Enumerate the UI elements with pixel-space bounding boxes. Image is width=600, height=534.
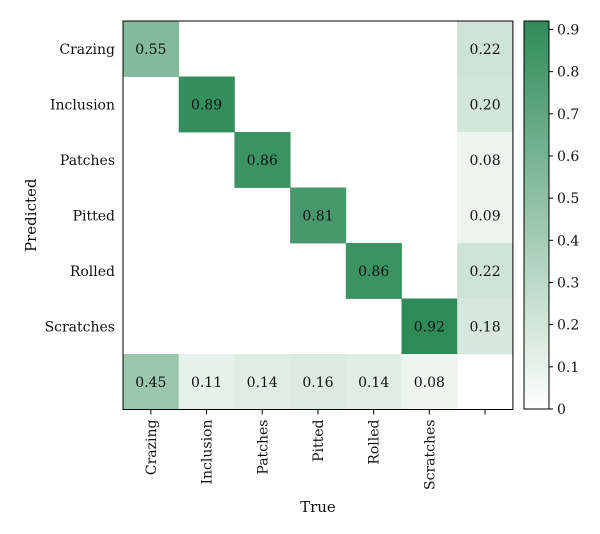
x-tick-label: Inclusion — [200, 420, 216, 485]
y-tick-label: Scratches — [45, 319, 115, 335]
heatmap-cell — [457, 21, 514, 77]
cell-value-label: 0.09 — [469, 208, 500, 224]
cell-value-label: 0.89 — [191, 97, 222, 113]
heatmap-cell — [457, 243, 514, 299]
y-tick-label: Patches — [60, 153, 115, 169]
cell-value-label: 0.20 — [469, 97, 500, 113]
colorbar-tick-label: 0.6 — [557, 149, 579, 165]
heatmap-cell — [401, 298, 458, 355]
x-axis-title: True — [300, 498, 336, 516]
heatmap-cell — [178, 354, 235, 410]
heatmap-cell — [290, 354, 347, 410]
y-tick-label: Pitted — [73, 208, 115, 224]
colorbar-tick-label: 0.7 — [557, 107, 579, 123]
colorbar — [523, 20, 550, 410]
cell-value-label: 0.86 — [358, 264, 389, 280]
cell-value-label: 0.16 — [302, 375, 333, 391]
cell-value-label: 0.45 — [135, 375, 166, 391]
cell-value-label: 0.81 — [302, 208, 333, 224]
y-tick-labels: Crazing Inclusion Patches Pitted Rolled Scrat… — [45, 42, 115, 336]
cell-value-label: 0.22 — [469, 264, 500, 280]
cell-value-label: 0.08 — [469, 153, 500, 169]
x-tick-label: Patches — [255, 420, 271, 475]
cell-value-label: 0.18 — [469, 319, 500, 335]
y-tick-label: Rolled — [70, 264, 115, 280]
cell-value-label: 0.86 — [247, 153, 278, 169]
cell-value-label: 0.22 — [469, 42, 500, 58]
colorbar-tick-label: 0.2 — [557, 318, 579, 334]
x-tick-labels: Crazing Inclusion Patches Pitted Rolled Scrat… — [144, 419, 439, 489]
colorbar-tick-label: 0.5 — [557, 191, 579, 207]
cell-value-label: 0.14 — [358, 375, 389, 391]
cell-value-label: 0.55 — [135, 42, 166, 58]
cell-value-label: 0.11 — [191, 375, 222, 391]
heatmap-cell — [345, 354, 402, 410]
x-tick-label: Crazing — [144, 419, 160, 475]
x-tick-label: Pitted — [311, 419, 327, 461]
colorbar-tick-label: 0.3 — [557, 275, 579, 291]
colorbar-tick-label: 0.8 — [557, 65, 579, 81]
heatmap-cell — [178, 76, 235, 133]
x-tick-marks — [150, 409, 486, 415]
heatmap-cell — [234, 354, 291, 410]
heatmap-cell — [401, 354, 458, 410]
colorbar-tick-label: 0.9 — [557, 22, 579, 38]
heatmap-cell — [457, 76, 514, 133]
cell-value-label: 0.92 — [414, 319, 445, 335]
colorbar-ticks: 0 0.1 0.2 0.3 0.4 0.5 0.6 0.7 0.8 0.9 — [549, 22, 579, 418]
heatmap-cells: 0.55 0.22 0.89 0.20 0.86 0.08 0.81 0.09 0.86 0.22… — [123, 21, 514, 410]
colorbar-tick-label: 0.1 — [557, 360, 579, 376]
heatmap-cell — [457, 298, 514, 355]
colorbar-tick-label: 0.4 — [557, 233, 579, 249]
heatmap-cell — [457, 187, 514, 244]
heatmap-cell — [123, 354, 180, 410]
cell-value-label: 0.08 — [414, 375, 445, 391]
x-tick-label: Rolled — [367, 419, 383, 464]
y-tick-label: Crazing — [59, 42, 115, 58]
heatmap-cell — [123, 21, 180, 77]
colorbar-tick-label: 0 — [557, 402, 566, 418]
x-tick-label: Scratches — [422, 420, 438, 490]
heatmap-cell — [457, 132, 514, 188]
heatmap-cell — [345, 243, 402, 299]
y-axis-title: Predicted — [22, 178, 40, 252]
y-tick-label: Inclusion — [50, 97, 115, 113]
cell-value-label: 0.14 — [247, 375, 278, 391]
heatmap-cell — [290, 187, 347, 244]
heatmap-cell — [234, 132, 291, 188]
